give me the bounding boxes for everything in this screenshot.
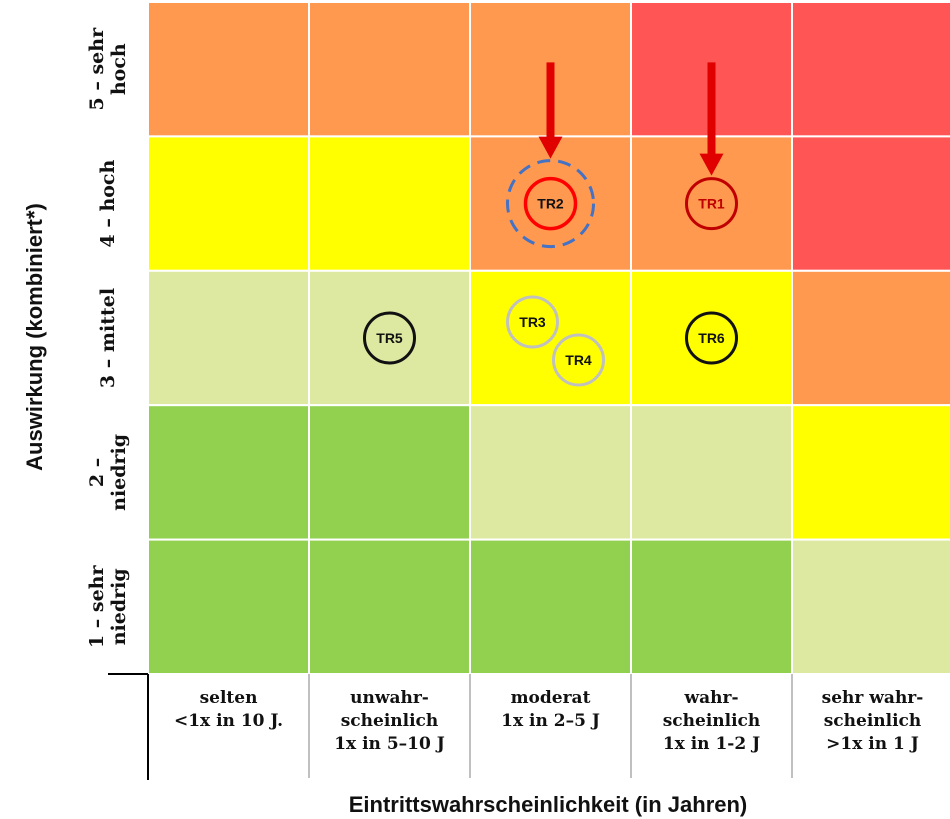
matrix-cell <box>147 135 310 272</box>
impact-label: 3 – mittel <box>97 288 119 388</box>
probability-label: scheinlich <box>824 711 922 731</box>
probability-label: 1x in 1-2 J <box>663 734 760 754</box>
matrix-cell <box>791 135 950 272</box>
axis-lines <box>108 673 149 780</box>
matrix-cell <box>308 404 471 541</box>
impact-label: 4 – hoch <box>97 160 119 248</box>
x-axis-title: Eintrittswahrscheinlichkeit (in Jahren) <box>349 792 748 817</box>
risk-marker-tr1: TR1 <box>685 62 738 231</box>
impact-label: 1 – sehr <box>86 565 108 649</box>
probability-label: scheinlich <box>663 711 761 731</box>
marker-circle <box>552 333 605 387</box>
impact-label: 2 – <box>86 458 108 487</box>
probability-label: scheinlich <box>341 711 439 731</box>
risk-marker-tr5: TR5 <box>363 311 416 365</box>
impact-label: niedrig <box>108 434 130 511</box>
matrix-cell <box>791 269 950 407</box>
risk-marker-tr6: TR6 <box>685 311 738 365</box>
marker-label: TR3 <box>519 314 546 330</box>
marker-circle <box>363 311 416 365</box>
matrix-cell <box>469 538 632 675</box>
matrix-cell <box>147 538 310 675</box>
risk-marker-tr3: TR3 <box>506 295 559 349</box>
probability-label: >1x in 1 J <box>826 734 919 754</box>
matrix-cell <box>630 404 793 541</box>
marker-label: TR6 <box>698 330 725 346</box>
matrix-cell <box>308 1 471 138</box>
matrix-cells <box>147 1 950 675</box>
arrow-shaft <box>546 62 555 139</box>
matrix-cell <box>147 1 310 138</box>
probability-label: <1x in 10 J. <box>174 711 283 731</box>
marker-circle <box>685 177 738 231</box>
matrix-cell <box>791 1 950 138</box>
arrow-head <box>538 136 563 159</box>
probability-label: sehr wahr- <box>822 688 924 708</box>
probability-label: 1x in 2–5 J <box>501 711 600 731</box>
impact-label: hoch <box>108 43 130 95</box>
highlight-ring <box>506 159 595 249</box>
marker-circle <box>506 295 559 349</box>
matrix-cell <box>147 269 310 407</box>
marker-label: TR5 <box>376 330 403 346</box>
arrow-head <box>699 153 724 176</box>
marker-label: TR1 <box>698 196 725 212</box>
matrix-cell <box>308 135 471 272</box>
marker-label: TR4 <box>565 352 592 368</box>
matrix-cell <box>630 538 793 675</box>
matrix-cell <box>630 269 793 407</box>
matrix-cell <box>791 404 950 541</box>
probability-label: unwahr- <box>350 688 429 708</box>
risk-marker-tr4: TR4 <box>552 333 605 387</box>
probability-label: moderat <box>511 688 591 708</box>
marker-label: TR2 <box>537 196 564 212</box>
probability-column-labels: selten <1x in 10 J. unwahr-scheinlich 1x in… <box>174 674 923 778</box>
probability-label: wahr- <box>683 688 738 708</box>
risk-markers: TR1 TR2 TR3 TR4 TR5 TR6 <box>363 62 738 387</box>
probability-label: 1x in 5–10 J <box>334 734 445 754</box>
marker-circle <box>523 176 578 231</box>
impact-label: 5 – sehr <box>86 27 108 111</box>
impact-label: niedrig <box>108 568 130 645</box>
matrix-cell <box>791 538 950 675</box>
marker-circle <box>685 311 738 365</box>
arrow-shaft <box>707 62 716 156</box>
risk-marker-tr2: TR2 <box>506 62 595 249</box>
matrix-cell <box>147 404 310 541</box>
probability-label: selten <box>200 688 258 708</box>
y-axis-title: Auswirkung (kombiniert*) <box>22 203 47 471</box>
matrix-cell <box>469 404 632 541</box>
matrix-cell <box>308 538 471 675</box>
